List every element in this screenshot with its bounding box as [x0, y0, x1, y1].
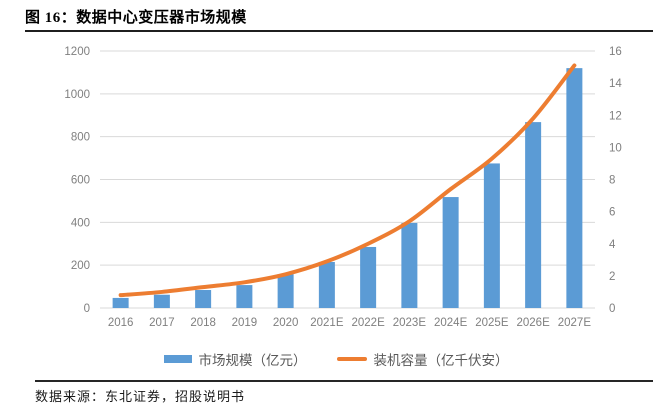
left-axis-tick: 600	[71, 175, 90, 187]
bar-2023E	[401, 222, 418, 308]
x-axis-label-2026E: 2026E	[516, 317, 550, 329]
x-axis-label-2020: 2020	[273, 317, 299, 329]
x-axis-label-2019: 2019	[232, 317, 258, 329]
left-axis-tick: 1000	[64, 89, 90, 101]
x-axis-label-2022E: 2022E	[351, 317, 385, 329]
legend-item-capacity: 装机容量（亿千伏安）	[336, 349, 509, 369]
data-source: 数据来源：东北证券，招股说明书	[35, 389, 246, 404]
market-size-chart: 0 200 400 600 800 1000 1200 0 2 4 6 8 10 12 14 16 2016 20…	[64, 46, 622, 329]
bar-2024E	[442, 197, 459, 308]
x-axis-label-2018: 2018	[190, 317, 216, 329]
line-series-swatch	[336, 357, 367, 361]
legend-item-market-size: 市场规模（亿元）	[163, 349, 307, 369]
legend-label-market-size: 市场规模（亿元）	[198, 353, 307, 368]
right-axis-tick: 0	[609, 303, 615, 315]
bar-2021E	[318, 261, 335, 308]
bar-2027E	[566, 68, 583, 308]
x-axis-label-2023E: 2023E	[393, 317, 427, 329]
x-axis-label-2027E: 2027E	[558, 317, 592, 329]
x-axis-label-2024E: 2024E	[434, 317, 468, 329]
bar-series-swatch	[163, 355, 192, 363]
bar-2017	[153, 294, 170, 308]
left-axis-tick: 1200	[64, 46, 90, 58]
right-axis-tick: 10	[609, 142, 622, 154]
bar-2026E	[525, 122, 542, 308]
right-axis-tick: 8	[609, 175, 615, 187]
right-axis-tick: 4	[609, 239, 616, 251]
x-axis-label-2017: 2017	[149, 317, 175, 329]
bar-2020	[277, 274, 294, 308]
right-axis-tick: 6	[609, 207, 615, 219]
right-axis-tick: 2	[609, 271, 615, 283]
left-axis-tick: 0	[84, 303, 90, 315]
left-axis-tick: 800	[71, 132, 90, 144]
x-axis-label-2016: 2016	[108, 317, 134, 329]
x-axis-label-2025E: 2025E	[475, 317, 509, 329]
legend-label-capacity: 装机容量（亿千伏安）	[373, 353, 509, 368]
figure-title: 图 16：数据中心变压器市场规模	[25, 10, 247, 26]
chart-legend: 市场规模（亿元） 装机容量（亿千伏安）	[0, 350, 672, 368]
right-axis-tick: 12	[609, 110, 622, 122]
bar-2016	[112, 297, 129, 308]
bar-2018	[195, 290, 212, 308]
right-axis-tick: 14	[609, 78, 622, 90]
right-axis-tick: 16	[609, 46, 622, 58]
left-axis-tick: 200	[71, 260, 90, 272]
chart-area: 0 200 400 600 800 1000 1200 0 2 4 6 8 10 12 14 16 2016 20…	[64, 46, 622, 329]
bar-2025E	[483, 163, 500, 308]
bar-2019	[236, 285, 253, 308]
x-axis-label-2021E: 2021E	[310, 317, 344, 329]
capacity-line	[118, 63, 577, 298]
title-underline	[25, 30, 653, 32]
footer-rule	[35, 380, 653, 382]
left-axis-tick: 400	[71, 217, 90, 229]
bar-2022E	[360, 246, 377, 308]
